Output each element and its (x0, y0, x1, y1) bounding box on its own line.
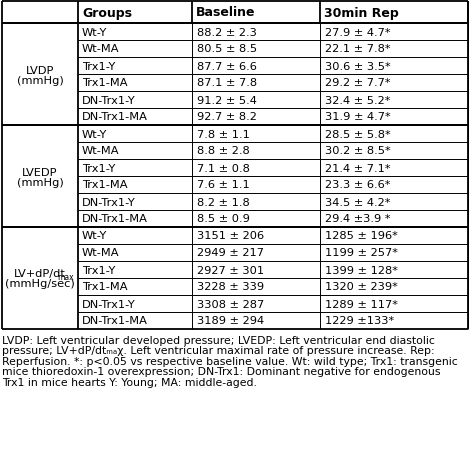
Text: Wt-Y: Wt-Y (82, 231, 108, 241)
Text: 1399 ± 128*: 1399 ± 128* (325, 265, 398, 275)
Text: max: max (57, 272, 73, 281)
Text: mice thioredoxin-1 overexpression; DN-Trx1: Dominant negative for endogenous: mice thioredoxin-1 overexpression; DN-Tr… (2, 367, 440, 377)
Text: 92.7 ± 8.2: 92.7 ± 8.2 (197, 112, 257, 122)
Text: 32.4 ± 5.2*: 32.4 ± 5.2* (325, 95, 391, 105)
Text: 2949 ± 217: 2949 ± 217 (197, 248, 264, 258)
Text: 3189 ± 294: 3189 ± 294 (197, 316, 264, 326)
Text: (mmHg): (mmHg) (17, 76, 64, 86)
Text: 30min Rep: 30min Rep (324, 6, 399, 19)
Text: 30.6 ± 3.5*: 30.6 ± 3.5* (325, 62, 391, 71)
Text: DN-Trx1-Y: DN-Trx1-Y (82, 299, 136, 309)
Text: 7.8 ± 1.1: 7.8 ± 1.1 (197, 129, 250, 139)
Text: Trx1-MA: Trx1-MA (82, 282, 128, 292)
Text: 87.1 ± 7.8: 87.1 ± 7.8 (197, 78, 257, 88)
Text: Wt-MA: Wt-MA (82, 248, 119, 258)
Text: Wt-MA: Wt-MA (82, 146, 119, 156)
Text: 1320 ± 239*: 1320 ± 239* (325, 282, 398, 292)
Text: 2927 ± 301: 2927 ± 301 (197, 265, 264, 275)
Text: DN-Trx1-MA: DN-Trx1-MA (82, 112, 148, 122)
Text: LVEDP: LVEDP (22, 168, 58, 178)
Text: Trx1-MA: Trx1-MA (82, 180, 128, 190)
Text: 1289 ± 117*: 1289 ± 117* (325, 299, 398, 309)
Text: 27.9 ± 4.7*: 27.9 ± 4.7* (325, 28, 391, 38)
Text: DN-Trx1-MA: DN-Trx1-MA (82, 214, 148, 224)
Text: 3228 ± 339: 3228 ± 339 (197, 282, 264, 292)
Text: 91.2 ± 5.4: 91.2 ± 5.4 (197, 95, 257, 105)
Text: LVDP: LVDP (26, 66, 54, 76)
Text: Trx1-MA: Trx1-MA (82, 78, 128, 88)
Text: 29.2 ± 7.7*: 29.2 ± 7.7* (325, 78, 391, 88)
Text: Baseline: Baseline (196, 6, 255, 19)
Text: pressure; LV+dP/dtₘₐχ. Left ventricular maximal rate of pressure increase. Rep:: pressure; LV+dP/dtₘₐχ. Left ventricular … (2, 346, 435, 356)
Text: 1285 ± 196*: 1285 ± 196* (325, 231, 398, 241)
Text: Reperfusion. *: p<0.05 vs respective baseline value. Wt: wild type; Trx1: transg: Reperfusion. *: p<0.05 vs respective bas… (2, 356, 458, 366)
Text: DN-Trx1-Y: DN-Trx1-Y (82, 95, 136, 105)
Text: 31.9 ± 4.7*: 31.9 ± 4.7* (325, 112, 391, 122)
Text: Trx1-Y: Trx1-Y (82, 62, 115, 71)
Text: LV+dP/dt: LV+dP/dt (14, 269, 66, 279)
Text: 22.1 ± 7.8*: 22.1 ± 7.8* (325, 45, 391, 54)
Text: Groups: Groups (82, 6, 132, 19)
Text: 7.1 ± 0.8: 7.1 ± 0.8 (197, 163, 250, 173)
Text: 3308 ± 287: 3308 ± 287 (197, 299, 264, 309)
Text: 3151 ± 206: 3151 ± 206 (197, 231, 264, 241)
Text: 8.8 ± 2.8: 8.8 ± 2.8 (197, 146, 250, 156)
Text: 29.4 ±3.9 *: 29.4 ±3.9 * (325, 214, 391, 224)
Text: 88.2 ± 2.3: 88.2 ± 2.3 (197, 28, 257, 38)
Text: 28.5 ± 5.8*: 28.5 ± 5.8* (325, 129, 391, 139)
Text: LVDP: Left ventricular developed pressure; LVEDP: Left ventricular end diastolic: LVDP: Left ventricular developed pressur… (2, 335, 435, 345)
Text: 34.5 ± 4.2*: 34.5 ± 4.2* (325, 197, 391, 207)
Text: 23.3 ± 6.6*: 23.3 ± 6.6* (325, 180, 391, 190)
Text: Wt-MA: Wt-MA (82, 45, 119, 54)
Text: 21.4 ± 7.1*: 21.4 ± 7.1* (325, 163, 391, 173)
Text: Trx1-Y: Trx1-Y (82, 265, 115, 275)
Text: 1229 ±133*: 1229 ±133* (325, 316, 394, 326)
Text: DN-Trx1-MA: DN-Trx1-MA (82, 316, 148, 326)
Text: (mmHg/sec): (mmHg/sec) (5, 279, 75, 288)
Text: 80.5 ± 8.5: 80.5 ± 8.5 (197, 45, 257, 54)
Text: Trx1 in mice hearts Y: Young; MA: middle-aged.: Trx1 in mice hearts Y: Young; MA: middle… (2, 377, 257, 387)
Text: 8.5 ± 0.9: 8.5 ± 0.9 (197, 214, 250, 224)
Text: (mmHg): (mmHg) (17, 178, 64, 188)
Text: Wt-Y: Wt-Y (82, 129, 108, 139)
Text: 7.6 ± 1.1: 7.6 ± 1.1 (197, 180, 250, 190)
Text: DN-Trx1-Y: DN-Trx1-Y (82, 197, 136, 207)
Text: 87.7 ± 6.6: 87.7 ± 6.6 (197, 62, 257, 71)
Text: 8.2 ± 1.8: 8.2 ± 1.8 (197, 197, 250, 207)
Text: Trx1-Y: Trx1-Y (82, 163, 115, 173)
Text: Wt-Y: Wt-Y (82, 28, 108, 38)
Text: 30.2 ± 8.5*: 30.2 ± 8.5* (325, 146, 391, 156)
Text: 1199 ± 257*: 1199 ± 257* (325, 248, 398, 258)
